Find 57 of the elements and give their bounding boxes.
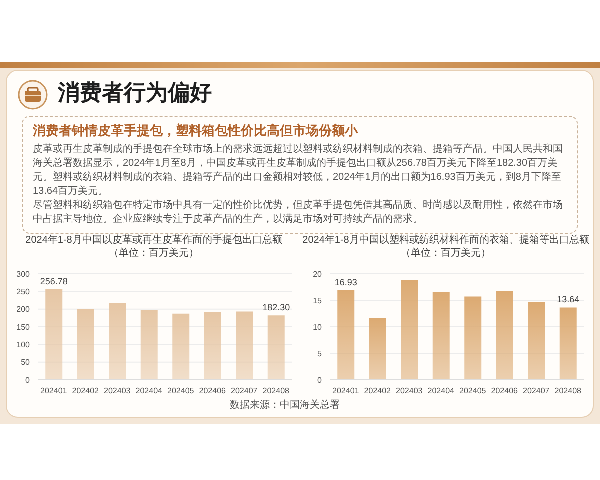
chart-title: 2024年1-8月中国以皮革或再生皮革作面的手提包出口总额 (26, 235, 282, 246)
chart-subtitle: （单位：百万美元） (401, 248, 491, 259)
y-tick-label: 100 (16, 340, 31, 350)
bar (109, 303, 126, 380)
x-tick-label: 202403 (104, 386, 132, 396)
text: 皮革或再生皮革制成的手提包在全球市场上的需求远远超过以塑料或纺织材料制成的衣箱、提箱等产品。中国人民共和国海关总署数据显示，2024年1月至8月，中国皮革或再生皮革制成的手提包出口额从256.78百万美元下降至182.30百万美元。塑料或纺织材料制成的衣箱、提箱等产品的出口金额相对较低，2024年1月的出口额为16.93百万美元，到8月下降至13.64百万美元。 (33, 144, 563, 197)
data-label: 13.64 (557, 294, 580, 305)
y-tick-label: 10 (313, 322, 323, 332)
bar (528, 302, 546, 380)
data-label: 16.93 (334, 277, 358, 288)
x-tick-label: 202405 (168, 386, 195, 396)
y-tick-label: 250 (16, 288, 31, 297)
bar (401, 280, 418, 380)
x-tick-label: 202404 (136, 386, 164, 396)
text: 消费者钟情皮革手提包，塑料箱包性价比高但市场份额小 (33, 123, 358, 138)
data-label: 256.78 (40, 276, 68, 286)
bar (432, 292, 450, 380)
x-tick-label: 202408 (554, 386, 582, 396)
bar (496, 290, 514, 380)
chart-subtitle: （单位：百万美元） (109, 248, 199, 259)
y-tick-label: 300 (16, 270, 31, 279)
bar (464, 296, 482, 380)
y-tick-label: 20 (313, 270, 323, 279)
x-tick-label: 202402 (72, 386, 100, 396)
data-label: 182.30 (262, 302, 290, 313)
bar (338, 290, 355, 380)
bar (77, 309, 94, 380)
bar (268, 316, 285, 380)
bar (204, 312, 222, 380)
x-tick-label: 202401 (332, 386, 360, 396)
bar (140, 310, 158, 380)
x-tick-label: 202407 (231, 386, 258, 396)
x-tick-label: 202401 (40, 386, 68, 396)
x-tick-label: 202408 (262, 386, 290, 396)
x-tick-label: 202405 (460, 386, 487, 396)
y-tick-label: 150 (16, 322, 31, 332)
x-tick-label: 202402 (364, 386, 392, 396)
x-tick-label: 202406 (491, 386, 519, 396)
y-tick-label: 5 (318, 349, 323, 358)
bar (46, 289, 63, 380)
bar (172, 314, 190, 380)
chart-title: 2024年1-8月中国以塑料或纺织材料作面的衣箱、提箱等出口总额 (302, 235, 590, 246)
text: 消费者行为偏好 (58, 80, 212, 105)
bar (560, 308, 577, 380)
y-tick-label: 15 (313, 296, 323, 306)
x-tick-label: 202407 (523, 386, 550, 396)
text: 尽管塑料和纺织箱包在特定市场中具有一定的性价比优势，但皮革手提包凭借其高品质、时尚感以及耐用性，依然在市场中占据主导地位。企业应继续专注于皮革产品的生产，以满足市场对可持续产品的需求。 (33, 200, 563, 225)
y-tick-label: 50 (21, 358, 31, 368)
y-tick-label: 0 (318, 376, 323, 385)
bar (369, 318, 386, 380)
x-tick-label: 202403 (396, 386, 424, 396)
bar (236, 312, 254, 380)
x-tick-label: 202406 (199, 386, 227, 396)
y-tick-label: 200 (16, 305, 31, 314)
x-tick-label: 202404 (428, 386, 456, 396)
y-tick-label: 0 (26, 376, 31, 385)
source-note: 数据来源：中国海关总署 (230, 400, 340, 411)
